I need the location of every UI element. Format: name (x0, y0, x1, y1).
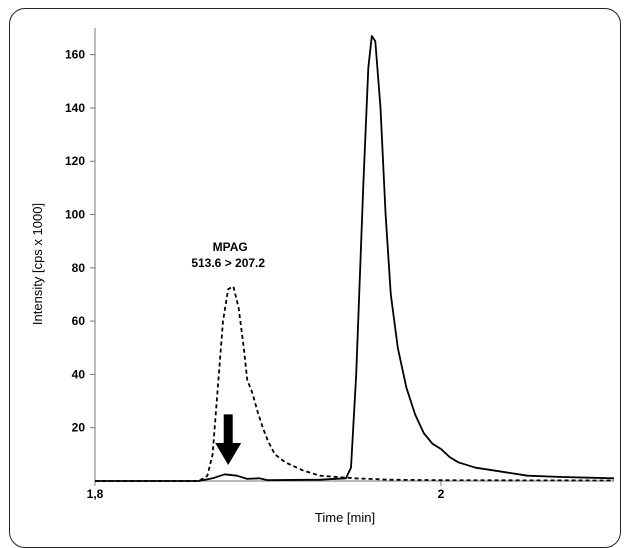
y-tick-label: 80 (72, 261, 86, 275)
annotation-layer: MPAG 513.6 > 207.2 (191, 240, 265, 466)
y-tick-label: 40 (72, 367, 86, 381)
chart-frame (9, 8, 621, 548)
y-tick-label: 120 (65, 154, 85, 168)
series-line-solid (95, 35, 615, 482)
x-tick-label: 2 (438, 487, 445, 501)
arrow-down-icon (215, 414, 242, 466)
series-line-dashed (95, 285, 615, 482)
annotation-line1: MPAG (213, 240, 248, 254)
y-tick-label: 20 (72, 421, 86, 435)
y-tick-label: 160 (65, 48, 85, 62)
y-axis: 20 40 60 80 100 120 140 160 (65, 28, 96, 481)
y-tick-label: 60 (72, 314, 86, 328)
x-tick-label: 1,8 (87, 487, 104, 501)
y-tick-label: 100 (65, 208, 85, 222)
annotation-line2: 513.6 > 207.2 (191, 256, 265, 270)
x-axis-label: Time [min] (315, 510, 375, 525)
x-axis: 1,8 2 (87, 480, 614, 501)
series-layer (95, 35, 615, 482)
y-tick-label: 140 (65, 101, 85, 115)
y-axis-label: Intensity [cps x 1000] (30, 203, 45, 325)
